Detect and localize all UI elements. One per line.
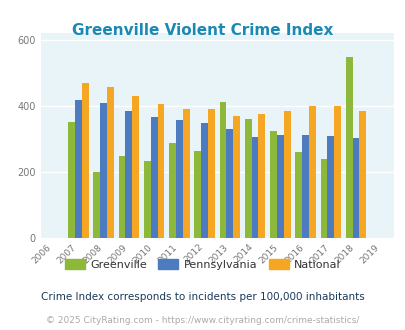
Bar [157,104,164,238]
Bar [333,106,340,238]
Bar [320,159,326,238]
Bar [132,96,139,238]
Bar [269,131,276,238]
Bar [244,119,251,238]
Bar [118,156,125,238]
Bar [182,109,189,238]
Text: Greenville Violent Crime Index: Greenville Violent Crime Index [72,23,333,38]
Bar [207,109,214,238]
Bar [232,116,239,238]
Bar [75,100,82,238]
Bar [276,135,283,238]
Bar [352,138,358,238]
Bar [283,111,290,238]
Bar [194,151,201,238]
Bar [345,57,352,238]
Bar [226,129,232,238]
Bar [82,83,88,238]
Bar [308,106,315,238]
Bar [258,114,264,238]
Bar [93,172,100,238]
Legend: Greenville, Pennsylvania, National: Greenville, Pennsylvania, National [60,255,345,274]
Bar [175,120,182,238]
Bar [251,137,258,238]
Bar [301,135,308,238]
Bar [169,143,175,238]
Bar [68,122,75,238]
Bar [219,102,226,238]
Bar [358,111,365,238]
Bar [100,103,107,238]
Bar [294,152,301,238]
Bar [326,136,333,238]
Bar [107,87,114,238]
Text: © 2025 CityRating.com - https://www.cityrating.com/crime-statistics/: © 2025 CityRating.com - https://www.city… [46,315,359,325]
Bar [143,161,150,238]
Bar [150,117,157,238]
Bar [125,111,132,238]
Bar [201,123,207,238]
Text: Crime Index corresponds to incidents per 100,000 inhabitants: Crime Index corresponds to incidents per… [41,292,364,302]
